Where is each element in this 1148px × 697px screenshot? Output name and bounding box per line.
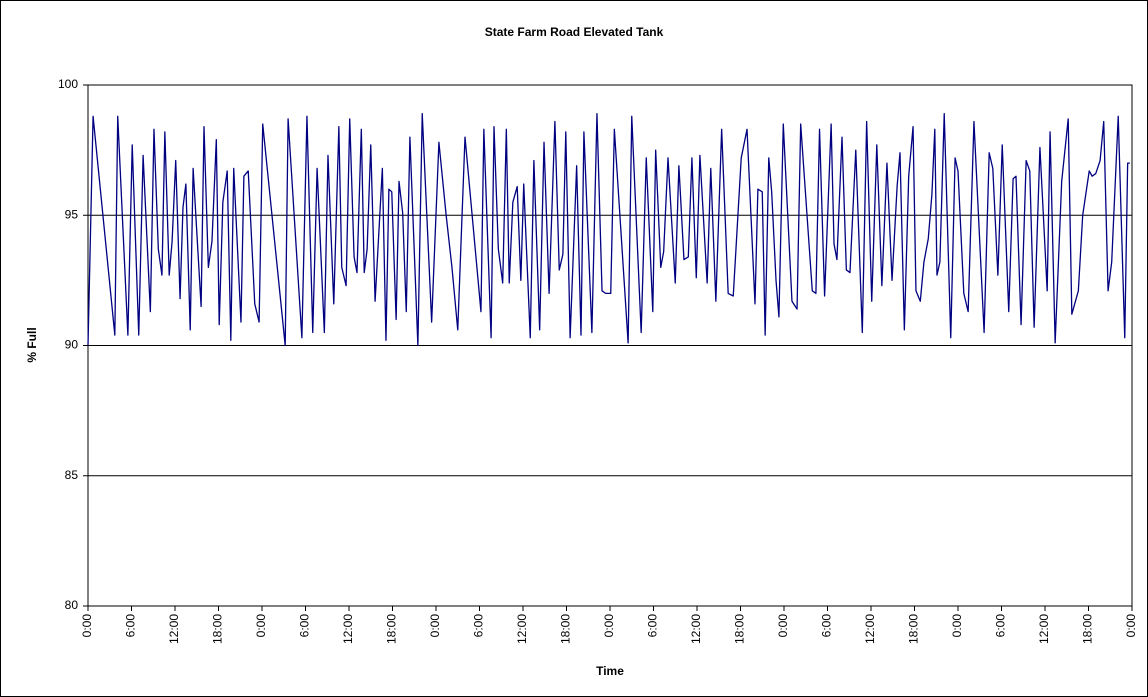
x-tick-label: 0:00 bbox=[950, 614, 964, 638]
x-tick-label: 0:00 bbox=[1124, 614, 1138, 638]
x-tick-label: 0:00 bbox=[80, 614, 94, 638]
x-tick-label: 12:00 bbox=[689, 614, 703, 644]
x-tick-label: 18:00 bbox=[559, 614, 573, 644]
x-tick-label: 0:00 bbox=[428, 614, 442, 638]
x-axis-title: Time bbox=[596, 664, 624, 678]
x-tick-label: 0:00 bbox=[602, 614, 616, 638]
x-tick-label: 6:00 bbox=[646, 614, 660, 638]
x-tick-label: 18:00 bbox=[1081, 614, 1095, 644]
x-tick-label: 18:00 bbox=[211, 614, 225, 644]
x-tick-label: 6:00 bbox=[994, 614, 1008, 638]
x-tick-label: 18:00 bbox=[385, 614, 399, 644]
y-tick-label: 80 bbox=[65, 598, 79, 612]
x-tick-label: 12:00 bbox=[1037, 614, 1051, 644]
y-axis-title: % Full bbox=[25, 327, 39, 362]
x-tick-label: 18:00 bbox=[733, 614, 747, 644]
y-tick-label: 90 bbox=[65, 338, 79, 352]
x-tick-label: 12:00 bbox=[863, 614, 877, 644]
data-line bbox=[87, 113, 1130, 347]
x-tick-label: 0:00 bbox=[254, 614, 268, 638]
x-tick-label: 12:00 bbox=[341, 614, 355, 644]
x-tick-label: 18:00 bbox=[907, 614, 921, 644]
y-tick-label: 95 bbox=[65, 207, 79, 221]
x-tick-label: 6:00 bbox=[298, 614, 312, 638]
x-tick-label: 6:00 bbox=[472, 614, 486, 638]
y-tick-label: 100 bbox=[58, 77, 78, 91]
x-tick-label: 6:00 bbox=[124, 614, 138, 638]
x-tick-label: 12:00 bbox=[515, 614, 529, 644]
x-tick-label: 0:00 bbox=[776, 614, 790, 638]
x-tick-label: 6:00 bbox=[820, 614, 834, 638]
y-tick-label: 85 bbox=[65, 468, 79, 482]
chart-title: State Farm Road Elevated Tank bbox=[485, 25, 664, 39]
x-tick-label: 12:00 bbox=[167, 614, 181, 644]
